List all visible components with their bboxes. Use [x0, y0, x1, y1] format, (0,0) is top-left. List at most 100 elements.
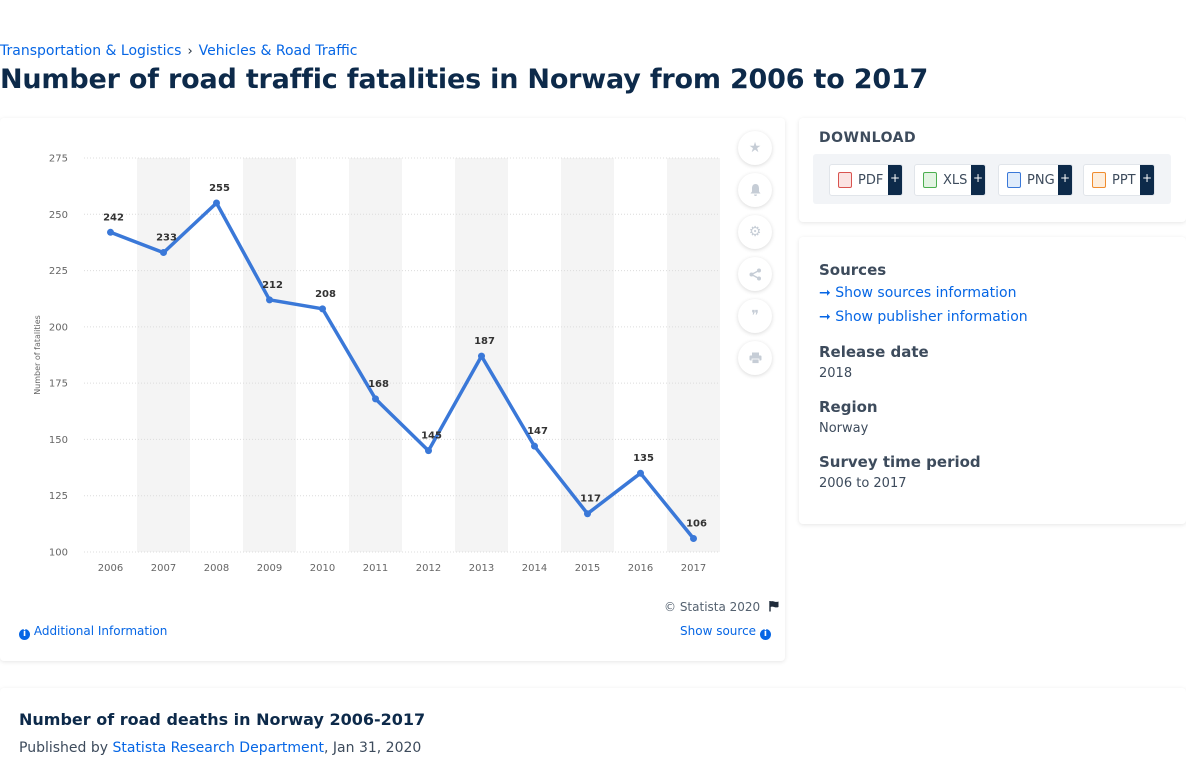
y-tick-label: 100: [49, 548, 68, 559]
column-band: [561, 158, 614, 552]
data-label: 212: [262, 280, 283, 291]
column-band: [243, 158, 296, 552]
download-ppt-button[interactable]: PPT +: [1083, 164, 1155, 196]
y-axis-label: Number of fatalities: [33, 315, 42, 395]
x-tick-label: 2008: [204, 563, 229, 574]
data-point: [478, 352, 485, 360]
survey-period-value: 2006 to 2017: [819, 476, 907, 491]
copyright: © Statista 2020: [664, 600, 780, 614]
download-xls-label: XLS: [943, 172, 968, 188]
sources-heading: Sources: [819, 261, 887, 279]
data-point: [266, 296, 273, 304]
png-file-icon: [1007, 172, 1021, 188]
download-pdf-button[interactable]: PDF +: [829, 164, 903, 196]
print-icon[interactable]: [738, 341, 772, 375]
show-sources-link[interactable]: ➞ Show sources information: [819, 285, 1016, 301]
x-tick-label: 2006: [98, 563, 123, 574]
download-ppt-label: PPT: [1112, 172, 1136, 188]
data-label: 168: [368, 379, 389, 390]
column-band: [349, 158, 402, 552]
related-article-card: Number of road deaths in Norway 2006-201…: [0, 688, 1186, 760]
y-tick-label: 125: [49, 491, 68, 502]
related-article-title[interactable]: Number of road deaths in Norway 2006-201…: [19, 710, 426, 729]
x-tick-label: 2014: [522, 563, 547, 574]
data-point: [160, 249, 167, 257]
data-point: [531, 442, 538, 450]
additional-information-label: Additional Information: [33, 624, 168, 638]
published-by-label: Published by: [19, 740, 109, 756]
breadcrumb-item-vehicles[interactable]: Vehicles & Road Traffic: [198, 43, 358, 59]
release-date-heading: Release date: [819, 343, 929, 361]
publisher-link[interactable]: Statista Research Department: [112, 740, 325, 756]
data-label: 145: [421, 431, 442, 442]
flag-icon[interactable]: [768, 600, 780, 612]
breadcrumb: Transportation & Logistics › Vehicles & Ro…: [0, 43, 358, 59]
x-tick-label: 2009: [257, 563, 282, 574]
data-point: [637, 469, 644, 477]
download-title: DOWNLOAD: [819, 130, 917, 146]
star-icon[interactable]: ★: [738, 131, 772, 165]
data-point: [372, 395, 379, 403]
arrow-right-icon: ➞: [819, 309, 831, 325]
data-label: 106: [686, 518, 707, 529]
data-point: [690, 534, 697, 542]
data-label: 117: [580, 494, 601, 505]
breadcrumb-separator: ›: [187, 44, 193, 59]
chart-card: 100 125 150 175 200 225 250 275 2006 2007 2008 2009…: [0, 118, 785, 661]
ppt-file-icon: [1092, 172, 1106, 188]
info-icon: i: [759, 629, 771, 640]
bell-icon[interactable]: [738, 173, 772, 207]
plus-icon[interactable]: +: [1058, 165, 1072, 195]
data-label: 135: [633, 453, 654, 464]
y-tick-label: 200: [49, 322, 68, 333]
x-tick-label: 2012: [416, 563, 441, 574]
download-pdf-label: PDF: [858, 172, 884, 188]
xls-file-icon: [923, 172, 937, 188]
plus-icon[interactable]: +: [971, 165, 985, 195]
plus-icon[interactable]: +: [1140, 165, 1154, 195]
x-tick-label: 2007: [151, 563, 176, 574]
survey-period-heading: Survey time period: [819, 453, 981, 471]
plus-icon[interactable]: +: [888, 165, 902, 195]
info-card: Sources ➞ Show sources information ➞ Sho…: [799, 237, 1186, 524]
download-buttons: PDF + XLS + PNG + PPT +: [813, 154, 1171, 204]
data-label: 208: [315, 289, 336, 300]
page-title: Number of road traffic fatalities in Nor…: [0, 64, 929, 95]
x-tick-label: 2016: [628, 563, 653, 574]
show-source-link[interactable]: Show source i: [680, 624, 771, 640]
data-point: [213, 199, 220, 207]
info-icon: i: [19, 629, 30, 640]
show-sources-label: Show sources information: [835, 285, 1017, 301]
y-tick-label: 250: [49, 210, 68, 221]
data-label: 255: [209, 183, 230, 194]
top-bar: [0, 0, 1186, 36]
data-point: [584, 510, 591, 518]
x-tick-label: 2011: [363, 563, 388, 574]
y-tick-label: 150: [49, 435, 68, 446]
publish-date: , Jan 31, 2020: [324, 740, 422, 756]
breadcrumb-item-transportation[interactable]: Transportation & Logistics: [0, 43, 182, 59]
download-png-button[interactable]: PNG +: [998, 164, 1073, 196]
pdf-file-icon: [838, 172, 852, 188]
y-tick-label: 225: [49, 266, 68, 277]
release-date-value: 2018: [819, 366, 853, 381]
show-publisher-label: Show publisher information: [835, 309, 1028, 325]
data-point: [319, 305, 326, 313]
download-xls-button[interactable]: XLS +: [914, 164, 986, 196]
copyright-text: © Statista 2020: [664, 600, 761, 614]
column-band: [667, 158, 720, 552]
download-card: DOWNLOAD PDF + XLS + PNG + PPT +: [799, 118, 1186, 222]
quote-icon[interactable]: ❞: [738, 299, 772, 333]
data-label: 242: [103, 212, 124, 223]
region-value: Norway: [819, 421, 869, 436]
gear-icon[interactable]: ⚙: [738, 215, 772, 249]
share-icon[interactable]: [738, 257, 772, 291]
x-tick-label: 2015: [575, 563, 600, 574]
show-publisher-link[interactable]: ➞ Show publisher information: [819, 309, 1028, 325]
line-chart: 100 125 150 175 200 225 250 275 2006 2007 2008 2009…: [33, 154, 720, 574]
chart-tools: ★ ⚙ ❞: [738, 131, 772, 383]
x-tick-label: 2010: [310, 563, 335, 574]
additional-information-link[interactable]: i Additional Information: [19, 624, 167, 640]
arrow-right-icon: ➞: [819, 285, 831, 301]
data-label: 147: [527, 426, 548, 437]
